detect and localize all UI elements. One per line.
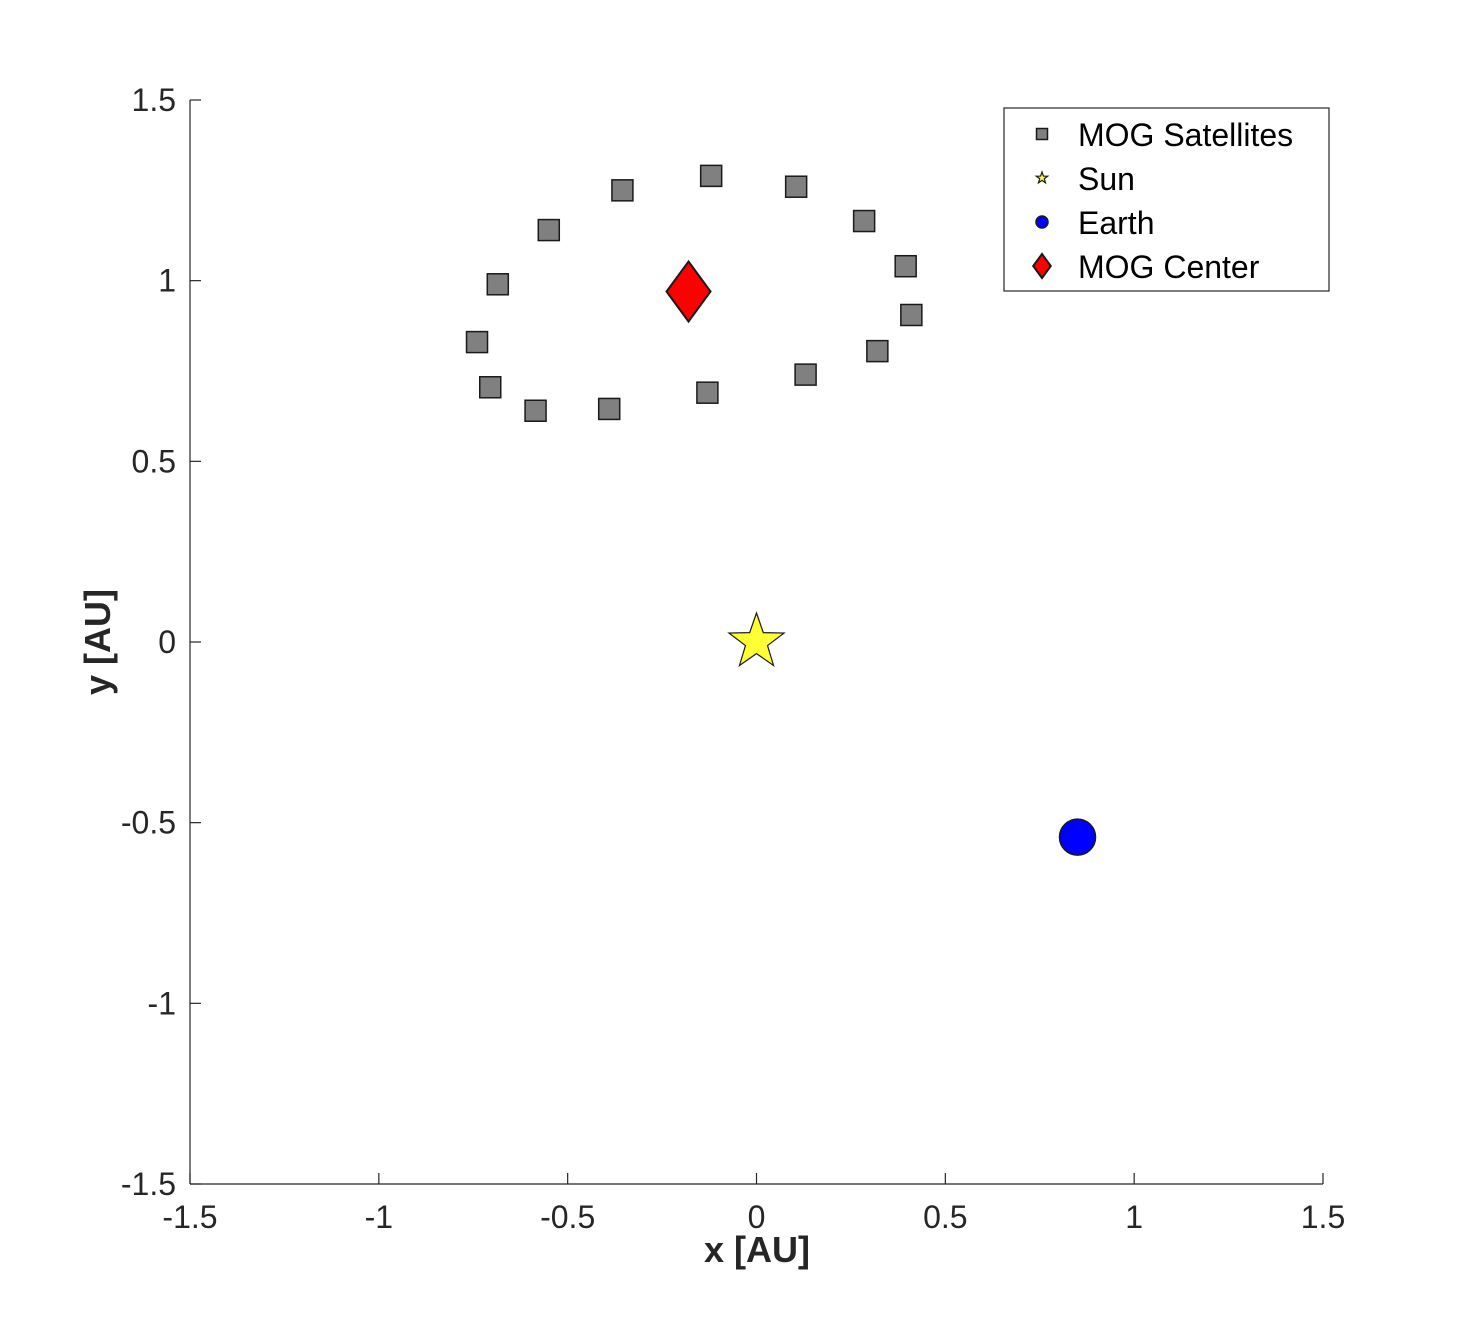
earth-marker — [1058, 818, 1097, 856]
legend-entry: MOG Center — [1031, 249, 1260, 285]
satellite-marker — [900, 303, 923, 327]
legend-entry: MOG Satellites — [1035, 117, 1293, 153]
y-tick-label: -0.5 — [121, 805, 176, 841]
legend-label: Earth — [1078, 205, 1154, 241]
y-tick-label: 1.5 — [132, 82, 176, 118]
legend-swatch — [1035, 127, 1049, 141]
sun-marker — [727, 611, 786, 667]
axes-layer: -1.5 -1 -0.5 0 0.5 1 1.5 -1.5 -1 -0.5 0 0.5 1 1.5 — [121, 82, 1345, 1235]
legend-swatch — [1031, 252, 1053, 280]
satellite-marker — [478, 376, 502, 399]
x-tick-label: -0.5 — [540, 1199, 595, 1235]
satellite-marker — [699, 164, 723, 188]
y-axis-label: y [AU] — [77, 589, 118, 695]
legend-label: MOG Center — [1078, 249, 1260, 285]
x-tick-label: 0.5 — [923, 1199, 967, 1235]
satellite-marker — [597, 397, 621, 421]
legend-entry: Sun — [1034, 161, 1135, 197]
legend-swatch — [1035, 215, 1049, 229]
legend-box — [1003, 107, 1330, 292]
satellite-marker — [794, 363, 817, 386]
x-tick-label: -1.5 — [162, 1199, 217, 1235]
satellite-marker — [852, 209, 876, 233]
legend-swatch — [1034, 170, 1050, 185]
satellite-marker — [894, 254, 917, 278]
satellite-marker — [465, 330, 489, 354]
satellite-marker — [696, 381, 719, 404]
x-axis-label: x [AU] — [704, 1229, 810, 1270]
mog-center-marker — [665, 259, 712, 324]
satellite-marker — [486, 273, 510, 296]
legend-entry: Earth — [1035, 205, 1154, 241]
satellite-marker — [524, 399, 547, 422]
x-tick-label: 1.5 — [1301, 1199, 1345, 1235]
marks-layer — [465, 164, 1097, 856]
legend-label: MOG Satellites — [1078, 117, 1293, 153]
legend-label: Sun — [1078, 161, 1135, 197]
x-tick-label: -1 — [365, 1199, 393, 1235]
satellite-marker — [866, 339, 889, 363]
y-tick-label: 1 — [158, 263, 176, 299]
x-tick-label: 0 — [748, 1199, 766, 1235]
satellite-marker — [611, 179, 634, 202]
y-tick-label: 0 — [158, 624, 176, 660]
legend: MOG Satellites Sun Earth MOG Center — [1003, 107, 1330, 292]
y-tick-label: -1 — [148, 985, 176, 1021]
y-tick-label: 0.5 — [132, 443, 176, 479]
satellite-marker — [784, 175, 808, 198]
satellite-marker — [537, 218, 561, 242]
x-tick-label: 1 — [1125, 1199, 1143, 1235]
y-tick-label: -1.5 — [121, 1166, 176, 1202]
